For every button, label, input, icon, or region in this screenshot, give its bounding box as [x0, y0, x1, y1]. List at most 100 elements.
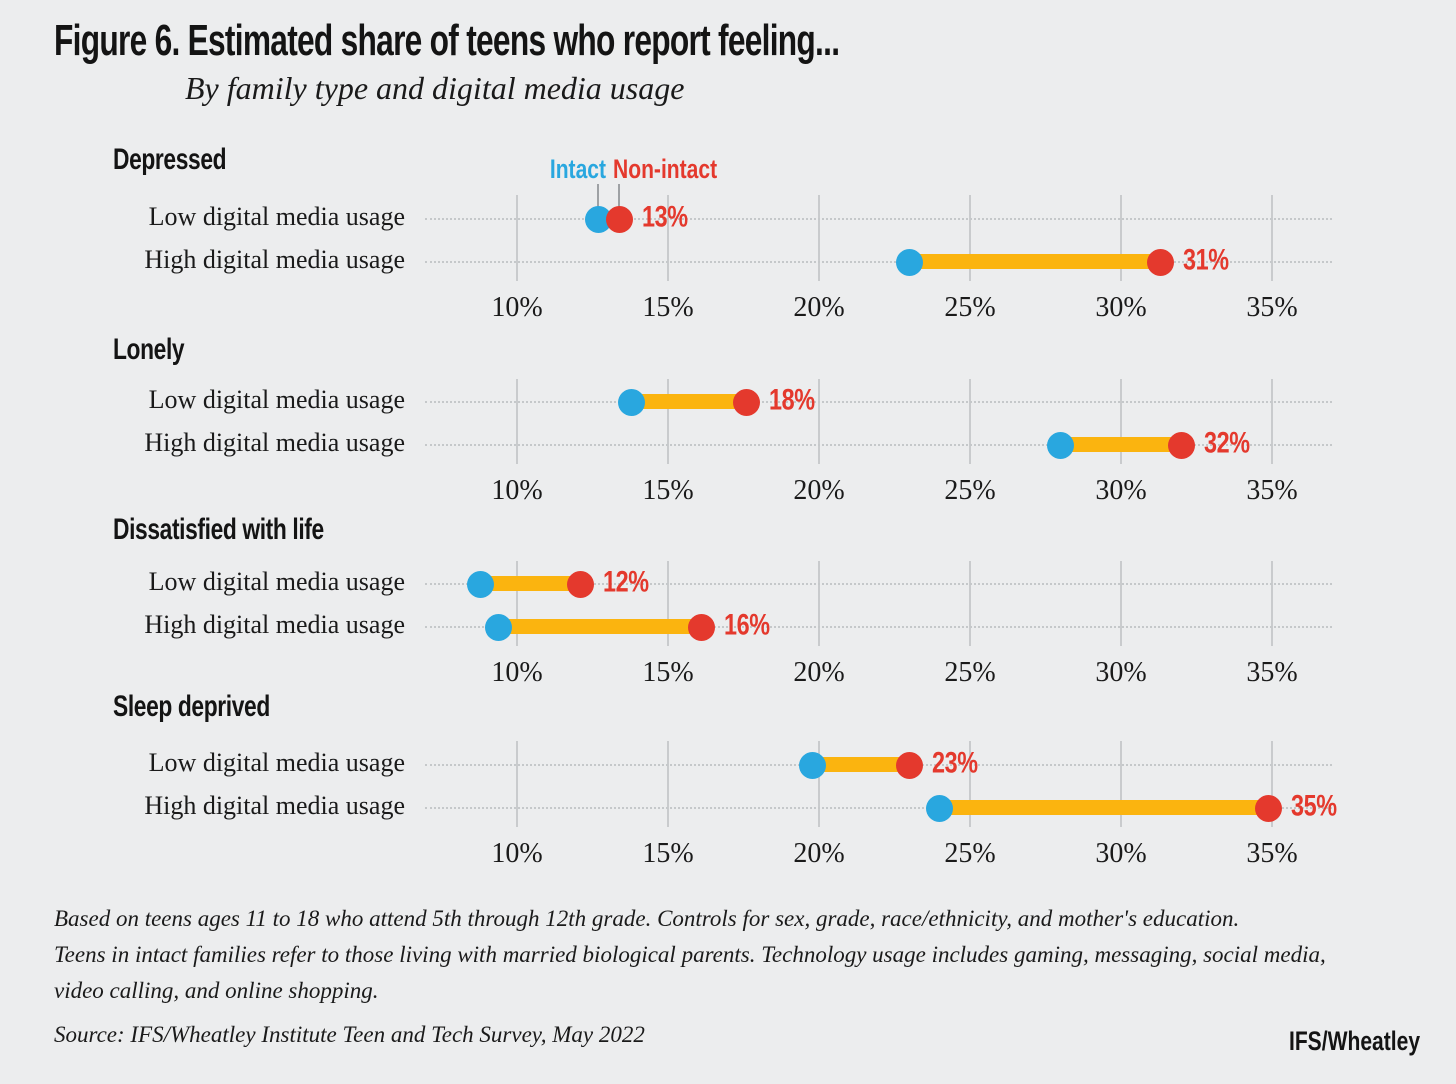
gridline-35pct [1271, 195, 1273, 281]
axis-tick-label: 25% [944, 838, 996, 869]
row-label: Low digital media usage [148, 385, 405, 414]
legend-label-intact: Intact [549, 154, 606, 184]
panel-title: Sleep deprived [113, 690, 270, 723]
value-label-nonintact: 12% [602, 565, 649, 599]
value-label-nonintact: 16% [723, 608, 770, 642]
axis-tick-label: 20% [793, 838, 845, 869]
gridline-30pct [1120, 741, 1122, 827]
gridline-15pct [667, 561, 669, 646]
value-label-nonintact: 23% [932, 746, 978, 780]
axis-tick-label: 35% [1246, 475, 1298, 506]
dumbbell-bar [909, 254, 1161, 269]
dot-nonintact [1146, 248, 1174, 276]
value-label-nonintact: 35% [1291, 789, 1338, 823]
dot-intact [467, 570, 495, 598]
gridline-30pct [1120, 195, 1122, 281]
row-label: Low digital media usage [148, 748, 405, 777]
dot-intact [799, 751, 827, 779]
dumbbell-bar [631, 394, 747, 409]
legend-tick-nonintact [618, 184, 620, 207]
axis-tick-label: 30% [1095, 657, 1147, 688]
gridline-10pct [516, 379, 518, 464]
gridline-30pct [1120, 379, 1122, 464]
figure-title: Figure 6. Estimated share of teens who r… [54, 16, 840, 65]
row-label: High digital media usage [144, 428, 405, 457]
axis-tick-label: 20% [793, 292, 845, 323]
gridline-10pct [516, 561, 518, 646]
dot-nonintact [566, 570, 594, 598]
axis-tick-label: 15% [642, 292, 694, 323]
dot-nonintact [733, 388, 761, 416]
gridline-25pct [969, 561, 971, 646]
gridline-15pct [667, 741, 669, 827]
row-baseline [425, 401, 1332, 403]
axis-tick-label: 20% [793, 657, 845, 688]
axis-tick-label: 25% [944, 657, 996, 688]
footnote-line: Based on teens ages 11 to 18 who attend … [54, 906, 1240, 931]
axis-tick-label: 10% [491, 657, 543, 688]
axis-tick-label: 20% [793, 475, 845, 506]
dumbbell-bar [480, 576, 581, 591]
value-label-nonintact: 31% [1182, 243, 1229, 277]
gridline-35pct [1271, 741, 1273, 827]
axis-tick-label: 10% [491, 838, 543, 869]
dumbbell-bar [498, 619, 702, 634]
dumbbell-bar [812, 757, 910, 772]
dot-nonintact [1167, 431, 1195, 459]
value-label-nonintact: 13% [642, 200, 688, 234]
axis-tick-label: 15% [642, 475, 694, 506]
row-label: High digital media usage [144, 245, 405, 274]
dot-intact [1047, 431, 1075, 459]
gridline-30pct [1120, 561, 1122, 646]
gridline-20pct [818, 561, 820, 646]
row-baseline [425, 444, 1332, 446]
legend-label-nonintact: Non-intact [613, 154, 718, 184]
panel-title: Depressed [113, 143, 227, 176]
axis-tick-label: 10% [491, 292, 543, 323]
axis-tick-label: 30% [1095, 838, 1147, 869]
axis-tick-label: 35% [1246, 838, 1298, 869]
gridline-10pct [516, 195, 518, 281]
panel-title: Dissatisfied with life [113, 513, 324, 546]
dumbbell-bar [939, 800, 1269, 815]
footnotes: Based on teens ages 11 to 18 who attend … [54, 901, 1326, 1009]
axis-tick-label: 15% [642, 657, 694, 688]
row-label: High digital media usage [144, 791, 405, 820]
source-note: Source: IFS/Wheatley Institute Teen and … [54, 1022, 645, 1047]
footnote-line: Teens in intact families refer to those … [54, 942, 1326, 967]
dot-nonintact [1255, 794, 1283, 822]
gridline-35pct [1271, 379, 1273, 464]
axis-tick-label: 35% [1246, 657, 1298, 688]
footnote-line: video calling, and online shopping. [54, 978, 379, 1003]
row-baseline [425, 583, 1332, 585]
axis-tick-label: 30% [1095, 475, 1147, 506]
gridline-15pct [667, 379, 669, 464]
legend-tick-intact [597, 184, 599, 207]
row-baseline [425, 626, 1332, 628]
gridline-20pct [818, 195, 820, 281]
axis-tick-label: 25% [944, 292, 996, 323]
dot-intact [618, 388, 646, 416]
axis-tick-label: 15% [642, 838, 694, 869]
dot-intact [896, 248, 924, 276]
figure-subtitle: By family type and digital media usage [185, 70, 685, 106]
gridline-20pct [818, 379, 820, 464]
dot-nonintact [896, 751, 924, 779]
dot-nonintact [687, 613, 715, 641]
row-baseline [425, 261, 1332, 263]
gridline-25pct [969, 741, 971, 827]
dot-intact [926, 794, 954, 822]
brand-logo: IFS/Wheatley [1288, 1026, 1420, 1056]
row-label: Low digital media usage [148, 202, 405, 231]
gridline-10pct [516, 741, 518, 827]
row-label: Low digital media usage [148, 567, 405, 596]
gridline-15pct [667, 195, 669, 281]
gridline-25pct [969, 195, 971, 281]
gridline-25pct [969, 379, 971, 464]
gridline-20pct [818, 741, 820, 827]
axis-tick-label: 25% [944, 475, 996, 506]
row-label: High digital media usage [144, 610, 405, 639]
axis-tick-label: 30% [1095, 292, 1147, 323]
dumbbell-bar [1060, 437, 1182, 452]
